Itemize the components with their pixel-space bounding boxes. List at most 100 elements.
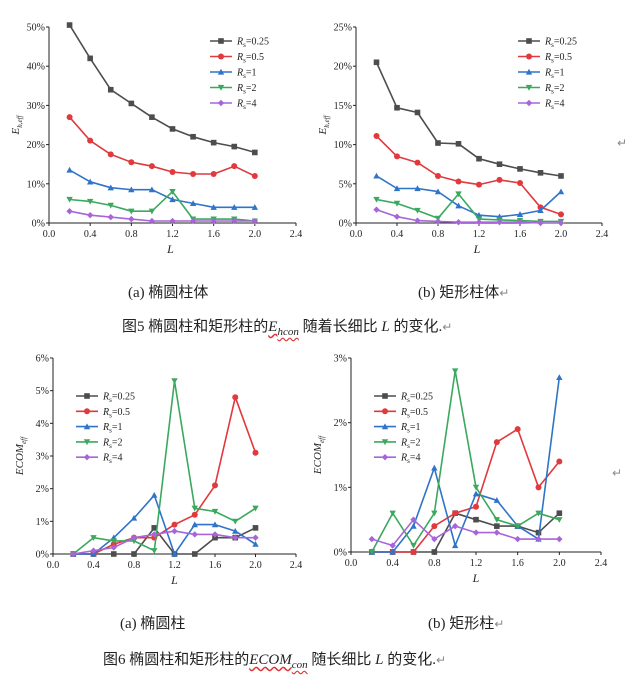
legend-label: Rs=0.25 [236,37,269,50]
data-point-Rs=0.5 [493,439,500,446]
data-point-Rs=4 [389,542,396,549]
data-point-Rs=4 [455,219,462,226]
data-point-Rs=4 [516,219,524,226]
data-point-Rs=2 [556,517,563,523]
legend-marker [526,38,532,44]
data-point-Rs=0.25 [107,86,114,93]
data-point-Rs=4 [151,531,158,538]
series-line-Rs=0.5 [68,116,256,177]
y-axis-label: ECOMeff [14,436,28,476]
data-point-Rs=4 [493,529,501,536]
y-tick-label: 1% [334,483,347,494]
series-line-Rs=4 [376,208,561,224]
legend-marker [83,423,91,430]
legend-marker [381,439,389,446]
data-point-Rs=1 [451,542,459,549]
data-point-Rs=1 [393,185,401,192]
legend-marker [217,68,225,75]
data-point-Rs=0.25 [252,525,259,531]
data-point-Rs=0.5 [251,172,258,179]
data-point-Rs=2 [252,505,259,512]
data-point-Rs=0.25 [110,551,117,557]
x-tick-label: 0.0 [345,558,358,569]
data-point-Rs=1 [434,188,442,195]
y-tick-label: 20% [334,62,352,73]
x-tick-label: 2.0 [249,229,262,240]
x-tick-label: 1.6 [207,229,220,240]
fig6-subcaption-a: (a) 椭圆柱 [120,616,186,632]
x-tick-label: 0.8 [128,560,141,571]
data-point-Rs=1 [148,186,156,193]
data-point-Rs=1 [210,204,217,210]
y-tick-label: 10% [334,140,352,151]
legend-label: Rs=0.25 [400,392,433,405]
legend-marker [84,408,90,415]
series-line-Rs=2 [72,380,256,555]
data-point-Rs=2 [514,523,521,530]
data-point-Rs=1 [130,514,138,521]
legend-label: Rs=4 [400,453,420,466]
x-axis-label: L [166,242,174,256]
data-point-Rs=1 [557,188,565,195]
data-point-Rs=0.25 [231,143,238,150]
legend-label: Rs=2 [400,437,420,450]
chart-fig6a: 0.0 0.4 0.8 1.2 1.6 2.0 2.4 0% 1% 2% 3% 4% 5% 6% L ECOM… [14,354,302,588]
data-point-Rs=2 [90,535,97,541]
legend-label: Rs=0.5 [236,52,264,65]
data-point-Rs=4 [537,219,544,227]
data-point-Rs=4 [496,219,503,226]
data-point-Rs=1 [171,550,178,557]
data-point-Rs=2 [393,200,401,207]
legend-label: Rs=0.25 [544,37,577,50]
data-point-Rs=2 [232,518,239,525]
data-point-Rs=0.25 [149,114,155,120]
data-point-Rs=0.25 [473,516,479,523]
data-point-Rs=2 [431,510,438,517]
data-point-Rs=0.5 [232,394,239,401]
data-point-Rs=4 [210,217,217,225]
data-point-Rs=2 [211,508,219,515]
data-point-Rs=0.5 [476,181,482,188]
data-point-Rs=4 [252,534,259,541]
data-point-Rs=4 [514,535,521,543]
series-line-Rs=2 [69,190,255,222]
data-point-Rs=1 [373,172,380,179]
data-point-Rs=0.5 [171,521,178,528]
data-point-Rs=0.5 [556,458,563,465]
legend-label: Rs=4 [236,99,256,112]
series-line-Rs=0.5 [371,428,560,553]
y-tick-label: 4% [36,419,49,430]
x-axis-label: L [472,571,480,585]
data-point-Rs=4 [431,535,438,543]
legend-label: Rs=2 [236,83,256,96]
legend-marker [525,68,533,75]
data-point-Rs=1 [537,207,544,214]
data-point-Rs=0.5 [148,163,155,170]
data-point-Rs=0.25 [517,166,523,172]
legend-marker [526,53,532,60]
data-point-Rs=0.5 [473,503,479,510]
series-line-Rs=0.25 [68,24,256,154]
data-point-Rs=0.5 [514,426,521,433]
legend-marker [382,393,388,399]
y-tick-label: 6% [36,354,49,365]
data-point-Rs=4 [66,208,73,215]
data-point-Rs=2 [472,484,480,491]
legend-label: Rs=1 [102,422,122,435]
legend-marker [84,393,90,399]
x-tick-label: 0.0 [350,229,363,240]
data-point-Rs=4 [393,213,401,220]
data-point-Rs=2 [110,538,117,545]
legend-marker [217,84,225,91]
x-tick-label: 0.4 [84,229,97,240]
y-tick-label: 0% [334,548,347,559]
legend-label: Rs=2 [102,437,122,450]
data-point-Rs=0.25 [210,139,217,146]
x-tick-label: 1.6 [514,229,527,240]
data-point-Rs=2 [410,542,417,549]
data-point-Rs=0.5 [252,449,259,456]
data-point-Rs=2 [455,191,462,198]
chart-fig5b: 0.0 0.4 0.8 1.2 1.6 2.0 2.4 0% 5% 10% 15% 20% 25% L Eh… [317,23,608,257]
data-point-Rs=2 [107,202,114,209]
y-tick-label: 3% [334,354,347,365]
